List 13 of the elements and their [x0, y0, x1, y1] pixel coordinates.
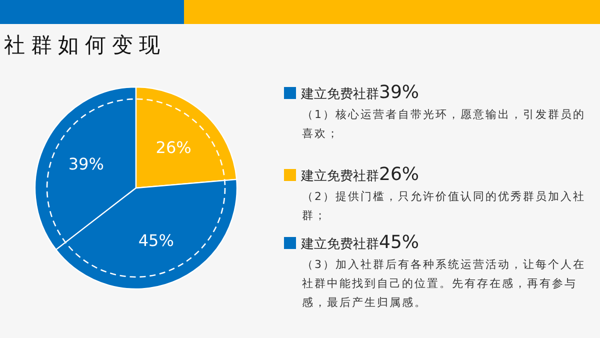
- text: （3）加入社群后有各种系统运营活动，让每个人在社群中能找到自己的位置。先有存在感，再有参与感，最后产生归属感。: [302, 257, 586, 311]
- text: （2）提供门槛，只允许价值认同的优秀群员加入社群；: [302, 189, 586, 224]
- text: （1）核心运营者自带光环，愿意输出，引发群员的喜欢；: [302, 107, 586, 142]
- text: 26%: [379, 164, 420, 185]
- legend-label: 建立免费社群: [301, 168, 379, 185]
- text: 45%: [379, 232, 420, 253]
- text: 39%: [379, 82, 420, 103]
- legend-label: 建立免费社群: [301, 236, 379, 253]
- data-label: 39%: [68, 154, 104, 174]
- chart-title: 社群如何变现: [4, 33, 166, 57]
- legend-label: 建立免费社群: [301, 86, 379, 103]
- data-label: 45%: [138, 230, 174, 250]
- data-label: 26%: [156, 138, 192, 158]
